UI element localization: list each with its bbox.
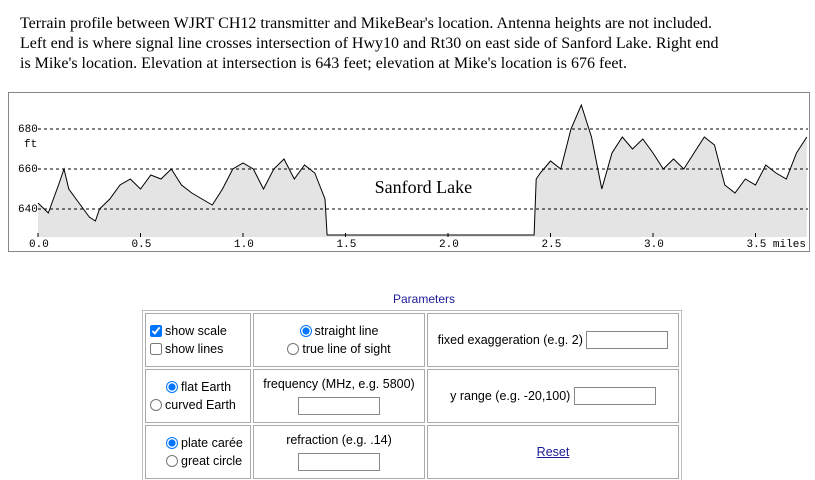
terrain-fill <box>38 105 807 237</box>
label: plate carée <box>181 436 243 450</box>
annotation: Sanford Lake <box>375 177 472 197</box>
label: fixed exaggeration (e.g. 2) <box>437 333 583 347</box>
label: frequency (MHz, e.g. 5800) <box>263 377 415 391</box>
x-tick-label: 3.5 miles <box>747 239 806 251</box>
option[interactable]: show scale <box>150 324 246 338</box>
option[interactable]: curved Earth <box>150 398 246 412</box>
header-line: is Mike's location. Elevation at interse… <box>20 55 627 72</box>
x-tick-label: 1.5 <box>337 239 357 251</box>
label: show lines <box>165 342 224 356</box>
text-input[interactable] <box>298 453 380 471</box>
cell: straight line true line of sight <box>253 313 425 367</box>
y-tick-label: 640 <box>18 204 38 216</box>
reset-link[interactable]: Reset <box>536 445 570 459</box>
label: flat Earth <box>181 380 232 394</box>
terrain-line <box>37 103 808 236</box>
header-line: Left end is where signal line crosses in… <box>20 35 719 52</box>
label: great circle <box>181 454 243 468</box>
y-unit-label: ft <box>24 139 37 151</box>
radio[interactable] <box>150 399 162 411</box>
parameters-table: show scale show lines straight line true… <box>142 310 682 480</box>
cell: y range (e.g. -20,100) <box>427 369 679 423</box>
radio[interactable] <box>287 343 300 355</box>
cell: fixed exaggeration (e.g. 2) <box>427 313 679 367</box>
checkbox[interactable] <box>150 325 162 337</box>
y-tick-label: 680 <box>18 124 38 136</box>
label: refraction (e.g. .14) <box>286 433 392 447</box>
radio[interactable] <box>299 325 312 337</box>
label: true line of sight <box>302 342 391 356</box>
y-tick-label: 660 <box>18 164 38 176</box>
cell: show scale show lines <box>145 313 251 367</box>
radio[interactable] <box>166 437 178 449</box>
cell: plate carée great circle <box>145 425 251 479</box>
header-line: Terrain profile between WJRT CH12 transm… <box>20 15 713 32</box>
x-tick-label: 1.0 <box>234 239 254 251</box>
cell: frequency (MHz, e.g. 5800) <box>253 369 425 423</box>
option[interactable]: true line of sight <box>258 342 420 356</box>
option[interactable]: great circle <box>150 454 246 468</box>
label: straight line <box>314 324 379 338</box>
parameters-title: Parameters <box>392 292 456 306</box>
cell: flat Earth curved Earth <box>145 369 251 423</box>
option[interactable]: straight line <box>258 324 420 338</box>
radio[interactable] <box>166 455 178 467</box>
radio[interactable] <box>166 381 178 393</box>
x-tick-label: 2.0 <box>439 239 459 251</box>
option[interactable]: plate carée <box>150 436 246 450</box>
option[interactable]: show lines <box>150 342 246 356</box>
checkbox[interactable] <box>150 343 162 355</box>
x-tick-label: 3.0 <box>644 239 664 251</box>
text-input[interactable] <box>586 331 669 349</box>
text-input[interactable] <box>298 397 380 415</box>
label: show scale <box>165 324 227 338</box>
x-tick-label: 0.0 <box>29 239 49 251</box>
text-input[interactable] <box>573 387 656 405</box>
x-tick-label: 2.5 <box>542 239 562 251</box>
x-tick-label: 0.5 <box>132 239 152 251</box>
label: curved Earth <box>165 398 236 412</box>
terrain-chart: 640 660 680 ft 0.0 0.5 1.0 1.5 2.0 2.5 3.0 3.5 mile… <box>8 92 810 252</box>
option[interactable]: flat Earth <box>150 380 246 394</box>
label: y range (e.g. -20,100) <box>450 389 571 403</box>
cell: Reset <box>427 425 679 479</box>
cell: refraction (e.g. .14) <box>253 425 425 479</box>
